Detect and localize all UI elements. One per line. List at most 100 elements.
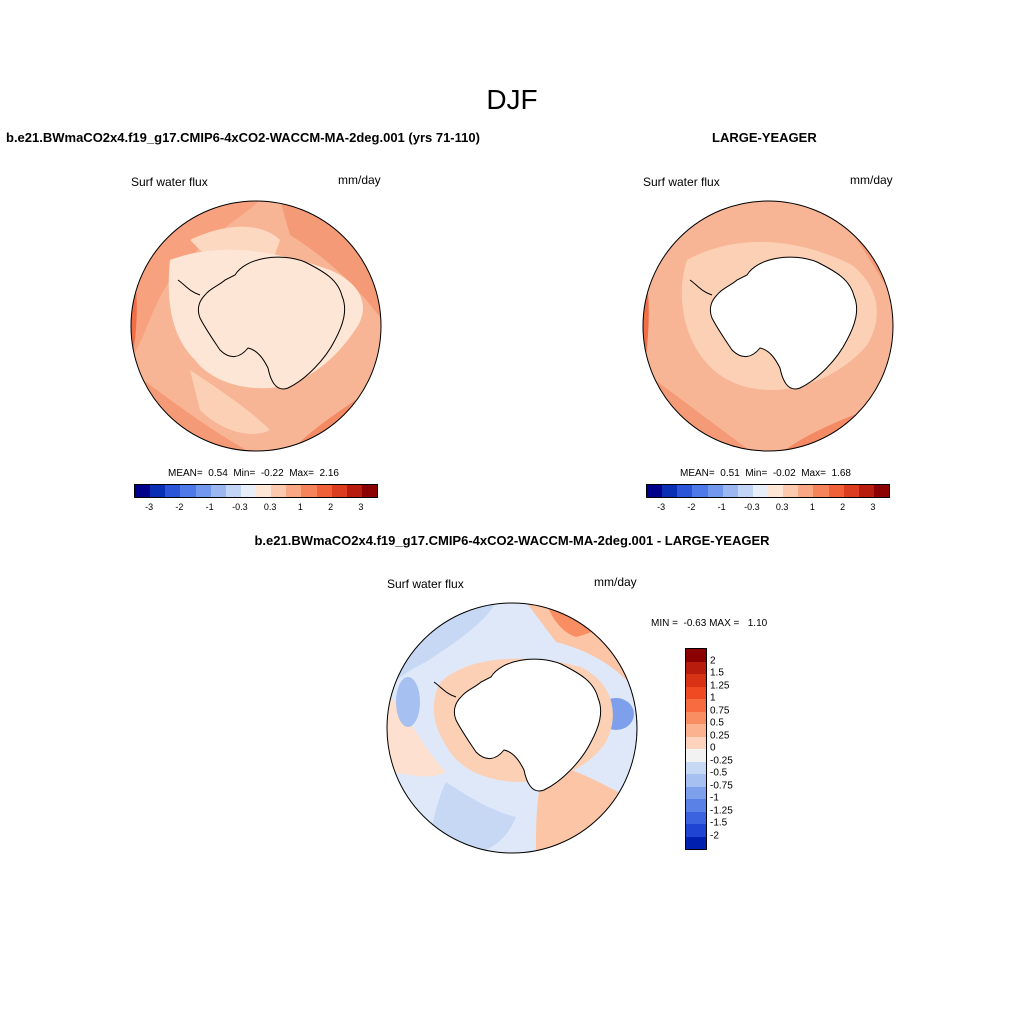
obs-units-label: mm/day — [850, 173, 893, 187]
colorbar-swatch — [316, 485, 332, 497]
colorbar-tick-label: -0.25 — [710, 755, 733, 766]
colorbar-tick-label: 0.3 — [775, 502, 789, 512]
colorbar-tick-label: 2 — [328, 502, 334, 512]
colorbar-tick-label: -0.5 — [710, 767, 728, 779]
colorbar-swatch — [873, 485, 889, 497]
colorbar-tick-label: 0.25 — [710, 730, 730, 741]
colorbar-swatch — [686, 761, 706, 774]
colorbar-swatch — [828, 485, 844, 497]
colorbar-swatch — [225, 485, 241, 497]
colorbar-tick-label: 2 — [840, 502, 846, 512]
colorbar-swatch — [686, 749, 706, 762]
colorbar-swatch — [686, 811, 706, 824]
colorbar-tick-label: -3 — [657, 502, 666, 512]
colorbar-swatch — [686, 836, 706, 849]
colorbar-tick-label: -3 — [145, 502, 154, 512]
obs-polar-map — [642, 200, 894, 452]
colorbar-swatch — [686, 711, 706, 724]
colorbar-swatch — [180, 485, 196, 497]
colorbar-tick-label: 0.75 — [710, 705, 730, 716]
colorbar-swatch — [686, 686, 706, 699]
colorbar-swatch — [271, 485, 287, 497]
colorbar-swatch — [331, 485, 347, 497]
case-colorbar-labels: -3 -2 -1 -0.3 0.3 1 2 3 — [134, 502, 376, 514]
colorbar-swatch — [798, 485, 814, 497]
colorbar-swatch — [647, 485, 663, 497]
obs-colorbar-labels: -3 -2 -1 -0.3 0.3 1 2 3 — [646, 502, 888, 514]
colorbar-tick-label: -2 — [687, 502, 696, 512]
colorbar-swatch — [686, 799, 706, 812]
obs-variable-label: Surf water flux — [643, 175, 720, 189]
obs-stats: MEAN= 0.51 Min= -0.02 Max= 1.68 — [680, 468, 851, 479]
colorbar-tick-label: -1 — [710, 792, 719, 804]
colorbar-swatch — [813, 485, 829, 497]
colorbar-swatch — [210, 485, 226, 497]
case-units-label: mm/day — [338, 173, 381, 187]
case-stats: MEAN= 0.54 Min= -0.22 Max= 2.16 — [168, 468, 339, 479]
colorbar-tick-label: -2 — [710, 830, 719, 841]
colorbar-tick-label: 1.5 — [710, 667, 724, 679]
colorbar-tick-label: 0.5 — [710, 717, 724, 729]
colorbar-tick-label: 1 — [809, 502, 815, 512]
case-panel-title: b.e21.BWmaCO2x4.f19_g17.CMIP6-4xCO2-WACC… — [6, 130, 480, 145]
colorbar-tick-label: -1.5 — [710, 817, 728, 829]
colorbar-tick-label: -1.25 — [710, 805, 733, 816]
colorbar-swatch — [752, 485, 768, 497]
colorbar-swatch — [686, 736, 706, 749]
colorbar-swatch — [135, 485, 151, 497]
colorbar-swatch — [286, 485, 302, 497]
colorbar-tick-label: 1.25 — [710, 680, 730, 691]
colorbar-tick-label: 2 — [710, 655, 716, 666]
obs-colorbar — [646, 484, 890, 498]
colorbar-swatch — [783, 485, 799, 497]
colorbar-tick-label: 1 — [710, 692, 716, 704]
colorbar-swatch — [692, 485, 708, 497]
colorbar-tick-label: 0.3 — [263, 502, 277, 512]
colorbar-swatch — [686, 786, 706, 799]
colorbar-swatch — [686, 649, 706, 662]
colorbar-swatch — [686, 774, 706, 787]
colorbar-swatch — [686, 699, 706, 712]
colorbar-tick-label: -2 — [175, 502, 184, 512]
colorbar-tick-label: 3 — [358, 502, 364, 512]
colorbar-swatch — [361, 485, 377, 497]
colorbar-swatch — [677, 485, 693, 497]
obs-panel-title: LARGE-YEAGER — [712, 130, 817, 145]
main-title: DJF — [486, 84, 538, 115]
colorbar-swatch — [346, 485, 362, 497]
colorbar-swatch — [686, 824, 706, 837]
colorbar-swatch — [686, 661, 706, 674]
diff-colorbar — [685, 648, 707, 850]
colorbar-swatch — [195, 485, 211, 497]
diff-units-label: mm/day — [594, 575, 637, 589]
colorbar-tick-label: -0.3 — [744, 502, 760, 512]
colorbar-tick-label: 3 — [870, 502, 876, 512]
colorbar-swatch — [858, 485, 874, 497]
colorbar-tick-label: -0.3 — [232, 502, 248, 512]
colorbar-tick-label: -1 — [717, 502, 726, 512]
colorbar-tick-label: -1 — [205, 502, 214, 512]
colorbar-swatch — [256, 485, 272, 497]
diff-polar-map — [386, 602, 638, 854]
diff-variable-label: Surf water flux — [387, 577, 464, 591]
colorbar-swatch — [722, 485, 738, 497]
colorbar-swatch — [165, 485, 181, 497]
colorbar-swatch — [240, 485, 256, 497]
colorbar-swatch — [150, 485, 166, 497]
colorbar-swatch — [737, 485, 753, 497]
colorbar-tick-label: -0.75 — [710, 780, 733, 791]
colorbar-swatch — [843, 485, 859, 497]
diff-colorbar-labels: 2 1.5 1.25 1 0.75 0.5 0.25 0 -0.25 -0.5 -0.75 -1 -1.… — [710, 648, 750, 848]
colorbar-swatch — [686, 724, 706, 737]
colorbar-swatch — [768, 485, 784, 497]
case-colorbar — [134, 484, 378, 498]
diff-panel-title: b.e21.BWmaCO2x4.f19_g17.CMIP6-4xCO2-WACC… — [254, 533, 770, 548]
colorbar-swatch — [662, 485, 678, 497]
case-polar-map — [130, 200, 382, 452]
colorbar-tick-label: 0 — [710, 742, 716, 754]
colorbar-swatch — [686, 674, 706, 687]
colorbar-swatch — [301, 485, 317, 497]
diff-stats: MIN = -0.63 MAX = 1.10 — [651, 618, 768, 629]
case-variable-label: Surf water flux — [131, 175, 208, 189]
colorbar-tick-label: 1 — [297, 502, 303, 512]
